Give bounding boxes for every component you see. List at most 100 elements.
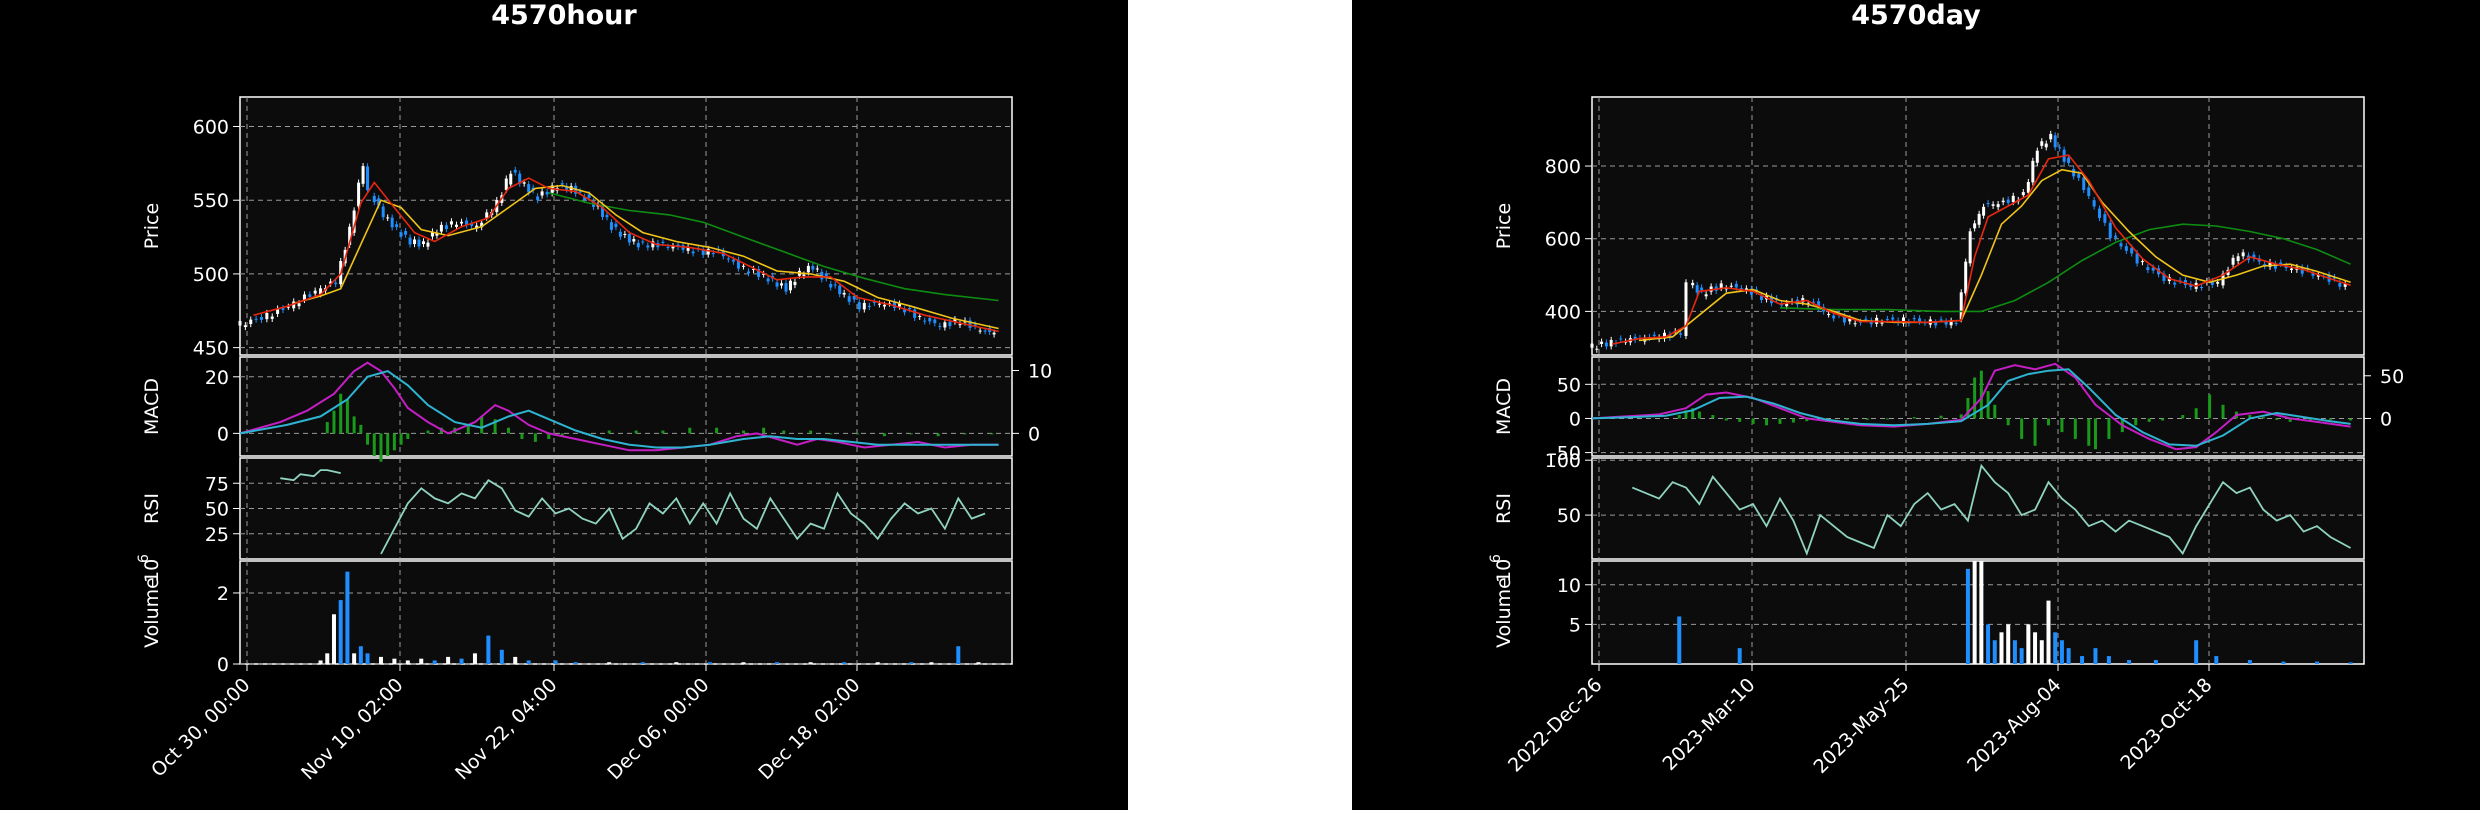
candle-body <box>2124 246 2128 251</box>
candle-body <box>2343 284 2347 287</box>
candle-body <box>780 283 784 286</box>
candle-body <box>1959 292 1963 320</box>
candle-body <box>641 241 645 243</box>
macd-right-tick-label: 50 <box>2380 366 2404 388</box>
candle-body <box>249 319 253 325</box>
macd-histogram-bar <box>1711 415 1715 419</box>
volume-tick-label: 5 <box>1569 614 1581 636</box>
candle-body <box>1590 343 1594 348</box>
candle-body <box>399 232 403 237</box>
candle-body <box>918 315 922 317</box>
candle-body <box>444 225 448 230</box>
candle-body <box>1724 288 1728 290</box>
macd-histogram-bar <box>1778 418 1782 424</box>
candle-body <box>286 306 290 308</box>
candle-body <box>1734 283 1738 288</box>
candle-body <box>2072 168 2076 177</box>
candle-body <box>1853 323 1857 325</box>
candle-body <box>408 237 412 245</box>
volume-bar <box>2093 648 2098 664</box>
volume-exponent-label: 10 <box>141 559 163 583</box>
candle-body <box>1668 334 1672 338</box>
candle-body <box>686 247 690 251</box>
price-tick-label: 450 <box>193 338 229 360</box>
volume-bar <box>976 662 981 664</box>
candle-body <box>1991 204 1995 206</box>
candle-body <box>1812 301 1816 303</box>
volume-bar <box>553 660 558 664</box>
candle-body <box>348 226 352 245</box>
candle-body <box>2130 247 2134 254</box>
macd-pane <box>1591 356 2365 457</box>
volume-bar <box>2348 662 2353 664</box>
candle-body <box>243 325 247 328</box>
volume-bar <box>2080 656 2085 664</box>
macd-histogram-bar <box>1885 418 1889 420</box>
candle-body <box>390 217 394 228</box>
macd-line <box>239 361 999 452</box>
candle-body <box>377 198 381 206</box>
candle-body <box>2146 267 2150 271</box>
candle-body <box>736 259 740 269</box>
macd-histogram-bar <box>1865 418 1869 420</box>
candle-body <box>811 266 815 270</box>
volume-exponent-label: 10 <box>1493 559 1515 583</box>
candle-body <box>636 242 640 248</box>
volume-bar <box>1737 648 1742 664</box>
candle-body <box>2053 135 2057 148</box>
candle-body <box>2026 182 2030 193</box>
candle-body <box>815 268 819 270</box>
volume-bar <box>573 662 578 664</box>
macd-histogram-bar <box>1959 414 1963 419</box>
macd-histogram-bar <box>547 433 551 440</box>
macd-histogram-bar <box>325 422 329 434</box>
candle-body <box>2200 287 2204 289</box>
macd-tick-label: 50 <box>1557 374 1581 396</box>
candle-body <box>2216 281 2220 284</box>
candle-body <box>1864 318 1868 320</box>
macd-histogram-bar <box>661 430 665 434</box>
volume-bar <box>472 653 477 664</box>
candle-body <box>308 294 312 297</box>
macd-right-tick-label: 10 <box>1028 361 1052 383</box>
candle-body <box>2289 268 2293 270</box>
candle-body <box>372 195 376 203</box>
volume-bar <box>2315 661 2320 664</box>
candle-body <box>1842 316 1846 323</box>
macd-histogram-bar <box>2275 418 2279 420</box>
candle-body <box>2067 157 2071 163</box>
candle-body <box>1912 318 1916 320</box>
candle-body <box>1954 322 1958 324</box>
candle-body <box>2049 133 2053 140</box>
candle-body <box>1869 320 1873 325</box>
candle-body <box>1901 317 1905 324</box>
macd-histogram-bar <box>2033 418 2037 446</box>
volume-bar <box>345 571 350 664</box>
candle-body <box>857 302 861 310</box>
macd-histogram-bar <box>2221 404 2225 419</box>
candle-body <box>908 307 912 310</box>
candle-body <box>2082 177 2086 191</box>
macd-histogram-bar <box>715 427 719 434</box>
candle-body <box>1691 282 1695 286</box>
candle-body <box>731 259 735 262</box>
x-tick-label: Nov 22, 04:00 <box>451 674 561 784</box>
candle-body <box>2221 273 2225 286</box>
macd-tick-label: 0 <box>217 423 229 445</box>
candle-body <box>2092 200 2096 207</box>
macd-histogram-bar <box>507 427 511 434</box>
candle-body <box>973 324 977 327</box>
chart-svg-daily: 2022-Dec-26 2023-Mar-10 2023-May-25 2023-Au… <box>1488 96 2404 778</box>
macd-histogram-bar <box>1684 410 1688 419</box>
macd-histogram-bar <box>1993 404 1997 419</box>
rsi-line <box>1631 463 2352 557</box>
candle-body <box>877 303 881 305</box>
candle-body <box>847 296 851 302</box>
macd-histogram-bar <box>2288 418 2292 422</box>
candle-body <box>413 239 417 245</box>
price-pane <box>1591 96 2365 356</box>
candle-body <box>2011 195 2015 203</box>
volume-exponent-power: 6 <box>136 554 152 563</box>
candle-body <box>2173 282 2177 285</box>
candle-body <box>259 317 263 320</box>
